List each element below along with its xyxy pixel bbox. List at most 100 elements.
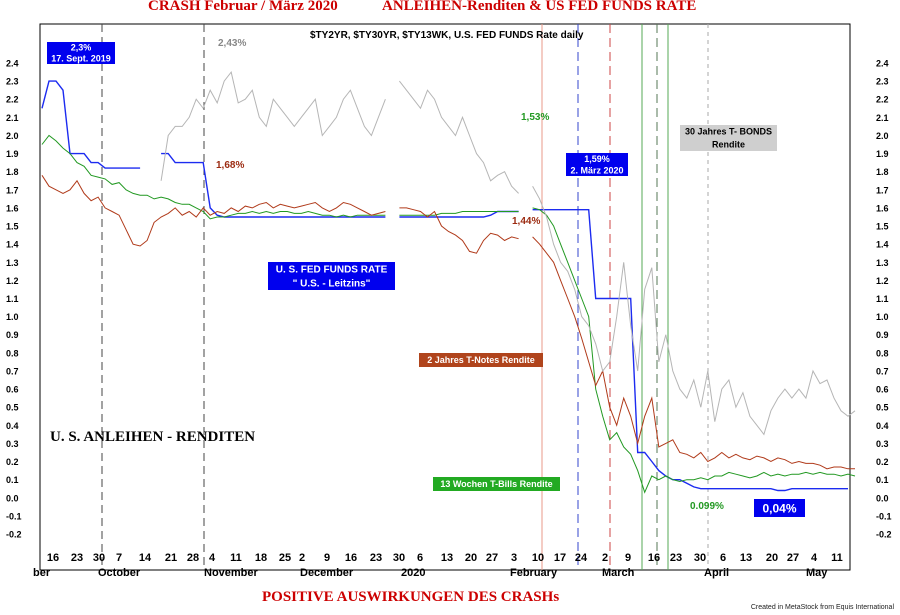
fed-funds-label-box: " U.S. - Leitzins"	[293, 279, 371, 290]
x-day-label: 16	[648, 552, 660, 564]
y-tick-label-left: -0.1	[6, 511, 22, 521]
y-tick-label-left: 0.1	[6, 475, 19, 485]
y-tick-label-right: 0.8	[876, 348, 889, 358]
y-tick-label-right: 1.0	[876, 312, 889, 322]
y-tick-label-right: 0.0	[876, 493, 889, 503]
y-tick-label-left: 0.8	[6, 348, 19, 358]
x-day-label: 30	[393, 552, 405, 564]
series-title: $TY2YR, $TY30YR, $TY13WK, U.S. FED FUNDS…	[310, 30, 584, 41]
value-annotation: 1,53%	[521, 112, 549, 123]
y-tick-label-left: 0.5	[6, 403, 19, 413]
x-day-label: 13	[740, 552, 752, 564]
axes: 2.4 2.4 2.3 2.3 2.2 2.2 2.1 2.1 2.0 2.0 1.9 1.9 1.8 1…	[6, 59, 892, 580]
y-tick-label-left: 0.9	[6, 330, 19, 340]
y-tick-label-left: 2.3	[6, 77, 19, 87]
credit-text: Created in MetaStock from Equis Internat…	[750, 604, 894, 611]
two-year-line	[532, 236, 855, 470]
y-tick-label-left: 1.3	[6, 258, 19, 268]
x-month-label: November	[204, 567, 259, 579]
fed-funds-line	[532, 208, 848, 492]
x-day-label: 2	[299, 552, 305, 564]
fed-funds-line	[161, 152, 386, 218]
two-year-label-box-bg	[419, 353, 543, 367]
x-day-label: 3	[511, 552, 517, 564]
y-tick-label-right: 1.7	[876, 185, 889, 195]
fed-funds-line	[41, 80, 141, 169]
y-tick-label-left: 1.8	[6, 167, 19, 177]
y-tick-label-right: 1.8	[876, 167, 889, 177]
two-year-label-box: 2 Jahres T-Notes Rendite	[427, 355, 535, 365]
x-day-label: 24	[575, 552, 588, 564]
two-year-line	[41, 175, 386, 247]
x-day-label: 16	[345, 552, 357, 564]
fed-funds-label-box: U. S. FED FUNDS RATE	[276, 265, 388, 276]
x-month-label: March	[602, 567, 635, 579]
y-tick-label-right: 2.2	[876, 95, 889, 105]
x-month-label: December	[300, 567, 354, 579]
x-day-label: 14	[139, 552, 152, 564]
bonds-label-box: Rendite	[712, 140, 745, 150]
thirty-year-line	[532, 185, 856, 436]
t-bills-line	[41, 134, 386, 220]
bills-label-box: 13 Wochen T-Bills Rendite	[440, 479, 552, 489]
y-tick-label-left: 0.0	[6, 493, 19, 503]
x-day-label: 18	[255, 552, 267, 564]
fed-funds-label-box-bg	[268, 262, 395, 290]
x-day-label: 25	[279, 552, 291, 564]
y-tick-label-left: 2.0	[6, 131, 19, 141]
fed-2020-box: 1,59%	[584, 154, 610, 164]
y-tick-label-right: 0.1	[876, 475, 889, 485]
thirty-year-line	[399, 80, 519, 194]
y-tick-label-left: 2.2	[6, 95, 19, 105]
current-rate-box-bg	[754, 499, 805, 517]
y-tick-label-right: 1.9	[876, 149, 889, 159]
y-tick-label-left: 0.7	[6, 366, 19, 376]
bottom-title: POSITIVE AUSWIRKUNGEN DES CRASHs	[262, 589, 560, 605]
y-tick-label-right: 0.2	[876, 457, 889, 467]
value-annotation: 1,44%	[512, 216, 540, 227]
y-tick-label-left: 1.1	[6, 294, 19, 304]
x-day-label: 7	[116, 552, 122, 564]
y-tick-label-right: 1.2	[876, 276, 889, 286]
y-tick-label-left: 0.2	[6, 457, 19, 467]
thirty-year-line	[160, 70, 386, 181]
x-day-label: 17	[554, 552, 566, 564]
y-tick-label-right: 0.3	[876, 439, 889, 449]
bonds-label-box: 30 Jahres T- BONDS	[685, 127, 772, 137]
labels: $TY2YR, $TY30YR, $TY13WK, U.S. FED FUNDS…	[47, 30, 805, 517]
x-day-label: 2	[602, 552, 608, 564]
bills-label-box-bg	[433, 477, 560, 491]
value-annotation: 1,68%	[216, 160, 244, 171]
plot-frame	[39, 23, 851, 571]
x-day-label: 27	[787, 552, 799, 564]
y-tick-label-right: 1.5	[876, 222, 889, 232]
chart-title-left: CRASH Februar / März 2020	[148, 0, 338, 14]
x-month-label: April	[704, 567, 729, 579]
y-tick-label-right: 1.3	[876, 258, 889, 268]
y-tick-label-right: 2.1	[876, 113, 889, 123]
series-lines	[41, 70, 856, 494]
y-tick-label-right: -0.1	[876, 511, 892, 521]
x-day-label: 27	[486, 552, 498, 564]
reference-lines	[101, 24, 709, 570]
x-day-label: 4	[209, 552, 216, 564]
current-rate-box: 0,04%	[762, 501, 796, 515]
x-day-label: 16	[47, 552, 59, 564]
y-tick-label-right: -0.2	[876, 530, 892, 540]
y-tick-label-right: 1.4	[876, 240, 889, 250]
y-tick-label-right: 0.9	[876, 330, 889, 340]
x-day-label: 20	[766, 552, 778, 564]
y-tick-label-left: -0.2	[6, 530, 22, 540]
value-annotation: 2,43%	[218, 38, 246, 49]
section-label: U. S. ANLEIHEN - RENDITEN	[50, 429, 255, 445]
y-tick-label-right: 0.6	[876, 385, 889, 395]
y-tick-label-left: 0.3	[6, 439, 19, 449]
y-tick-label-left: 1.4	[6, 240, 19, 250]
x-day-label: 13	[441, 552, 453, 564]
t-bills-line	[399, 211, 519, 216]
x-day-label: 30	[694, 552, 706, 564]
y-tick-label-left: 2.4	[6, 59, 19, 69]
y-tick-label-right: 0.7	[876, 366, 889, 376]
x-month-label: 2020	[401, 567, 425, 579]
